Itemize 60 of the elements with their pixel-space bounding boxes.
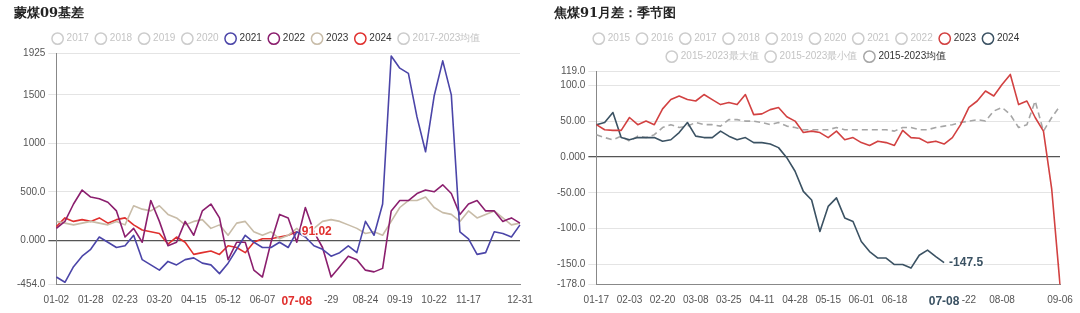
x-tick-label: 05-15 <box>815 294 842 306</box>
chart-title: 蒙煤09基差 <box>13 5 85 21</box>
y-tick-label: -150.0 <box>557 258 586 270</box>
x-tick-label: 02-03 <box>616 294 643 306</box>
y-tick-label: -178.0 <box>557 278 586 290</box>
x-tick-label: 02-20 <box>649 294 676 306</box>
legend-label: 2017 <box>66 32 90 44</box>
x-tick-label: 02-23 <box>112 294 139 306</box>
y-tick-label: -100.0 <box>557 222 586 234</box>
legend-label: 2020 <box>196 32 220 44</box>
y-tick-label: 1000 <box>23 137 46 149</box>
legend-label: 2018 <box>109 32 133 44</box>
legend-label: 2015 <box>607 32 631 44</box>
x-tick-label: 04-28 <box>782 294 809 306</box>
legend-label: 2024 <box>369 32 393 44</box>
y-tick-label: 0.000 <box>560 150 586 162</box>
y-tick-label: 1500 <box>23 88 46 100</box>
x-tick-label: 06-07 <box>249 294 276 306</box>
legend-label: 2023 <box>953 32 977 44</box>
legend-label: 2017 <box>694 32 717 44</box>
x-tick-label: 03-25 <box>716 294 743 306</box>
x-tick-label: 09-19 <box>387 294 414 306</box>
y-tick-label: 119.0 <box>561 65 586 77</box>
x-tick-label: 10-22 <box>421 294 448 306</box>
x-tick-label: -22 <box>961 294 977 306</box>
chart-title: 焦煤91月差：季节图 <box>553 5 677 21</box>
x-tick-label: 06-01 <box>848 294 875 306</box>
x-tick-label: 05-12 <box>215 294 242 306</box>
legend-label: 2018 <box>737 32 761 44</box>
legend-label: 2021 <box>867 32 890 44</box>
y-tick-label: 500.0 <box>20 185 46 197</box>
legend-label: 2015-2023均值 <box>878 50 947 62</box>
x-tick-label: 01-28 <box>77 294 104 306</box>
x-tick-label: 03-08 <box>682 294 709 306</box>
x-tick-label: 01-02 <box>43 294 70 306</box>
y-tick-label: -50.00 <box>557 186 586 198</box>
y-tick-label: 0.000 <box>20 234 46 246</box>
x-tick-label: 04-11 <box>749 294 775 306</box>
x-tick-label: -29 <box>323 294 339 306</box>
x-tick-label: 08-24 <box>352 294 379 306</box>
x-tick-label: 03-20 <box>146 294 173 306</box>
y-tick-label: 1925 <box>23 47 46 59</box>
x-tick-label: 07-08 <box>928 294 960 309</box>
legend-label: 2022 <box>282 32 306 44</box>
x-tick-label: 01-17 <box>583 294 610 306</box>
legend-label: 2024 <box>996 32 1020 44</box>
x-tick-label: 09-06 <box>1047 294 1074 306</box>
x-tick-label: 11-17 <box>456 294 482 306</box>
y-tick-label: -454.0 <box>17 278 46 290</box>
x-tick-label: 12-31 <box>507 294 534 306</box>
annotation: -147.5 <box>949 255 984 270</box>
x-tick-label: 08-08 <box>989 294 1016 306</box>
legend-label: 2021 <box>239 32 263 44</box>
legend-label: 2022 <box>910 32 934 44</box>
y-tick-label: 100.0 <box>560 78 586 90</box>
x-tick-label: 06-18 <box>881 294 908 306</box>
legend-label: 2023 <box>326 32 349 44</box>
y-tick-label: 50.00 <box>560 114 586 126</box>
x-tick-label: 04-15 <box>180 294 207 306</box>
x-tick-label: 07-08 <box>281 294 313 309</box>
